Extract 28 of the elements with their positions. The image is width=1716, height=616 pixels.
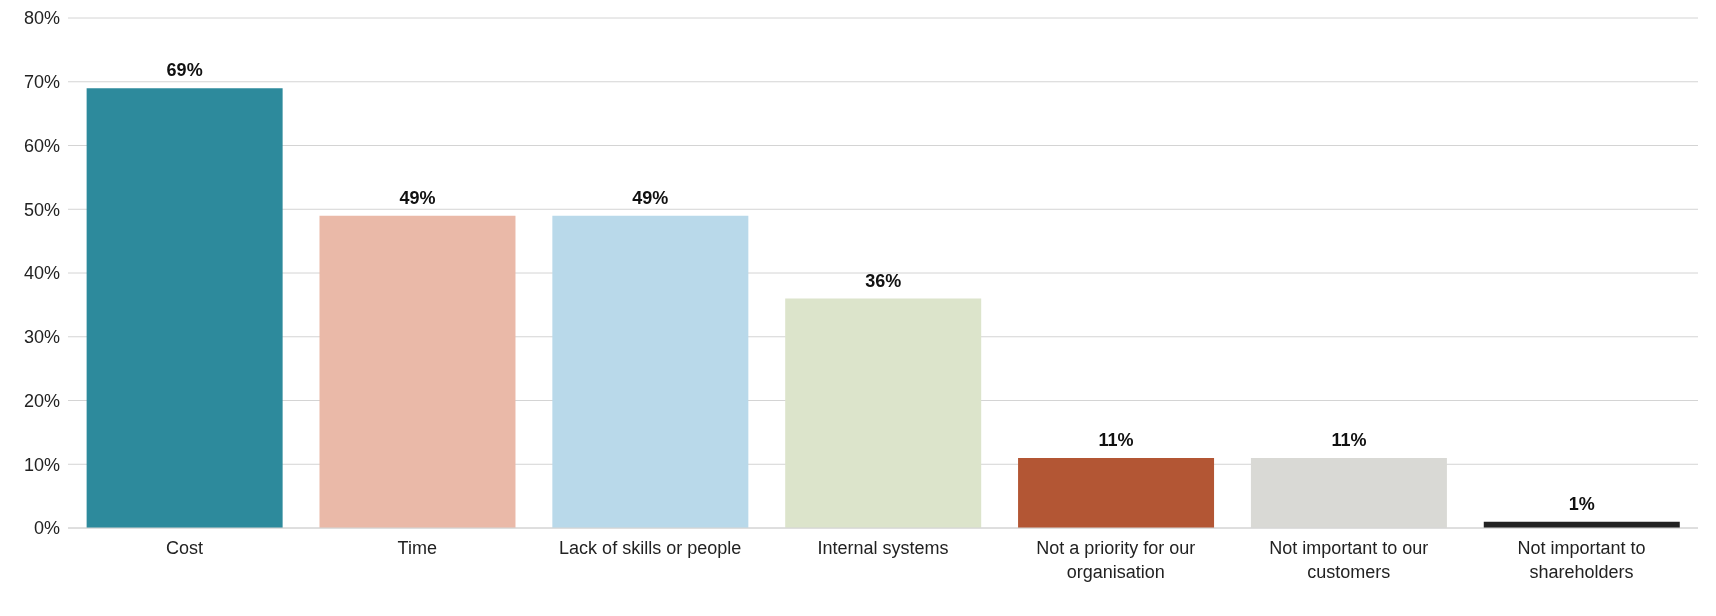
data-label: 1%: [1568, 493, 1595, 514]
y-tick-label: 30%: [23, 327, 60, 348]
x-tick-label: Lack of skills or people: [559, 538, 742, 558]
data-label: 49%: [399, 187, 436, 208]
x-tick-label: Not important to shareholders: [1517, 538, 1646, 582]
x-tick-label: Not important to our customers: [1269, 538, 1429, 582]
data-label: 36%: [865, 270, 902, 291]
x-tick-label: Cost: [165, 538, 203, 558]
data-label: 49%: [632, 187, 669, 208]
bar: [86, 88, 283, 528]
bar: [1018, 457, 1215, 528]
data-label: 11%: [1331, 429, 1367, 450]
x-tick-label: Not a priority for our organisation: [1036, 538, 1196, 582]
y-tick-label: 20%: [23, 390, 60, 411]
x-tick-label: Time: [397, 538, 437, 558]
data-label: 69%: [166, 60, 203, 81]
x-tick-label: Internal systems: [817, 538, 949, 558]
y-tick-label: 10%: [23, 454, 60, 475]
data-label: 11%: [1098, 429, 1134, 450]
bar: [785, 298, 982, 528]
bar: [319, 215, 516, 528]
y-tick-label: 50%: [23, 199, 60, 220]
y-tick-label: 60%: [23, 135, 60, 156]
y-tick-label: 0%: [33, 518, 60, 539]
bar: [552, 215, 749, 528]
y-tick-label: 70%: [23, 72, 60, 93]
y-tick-label: 40%: [23, 263, 60, 284]
y-tick-label: 80%: [23, 8, 60, 29]
